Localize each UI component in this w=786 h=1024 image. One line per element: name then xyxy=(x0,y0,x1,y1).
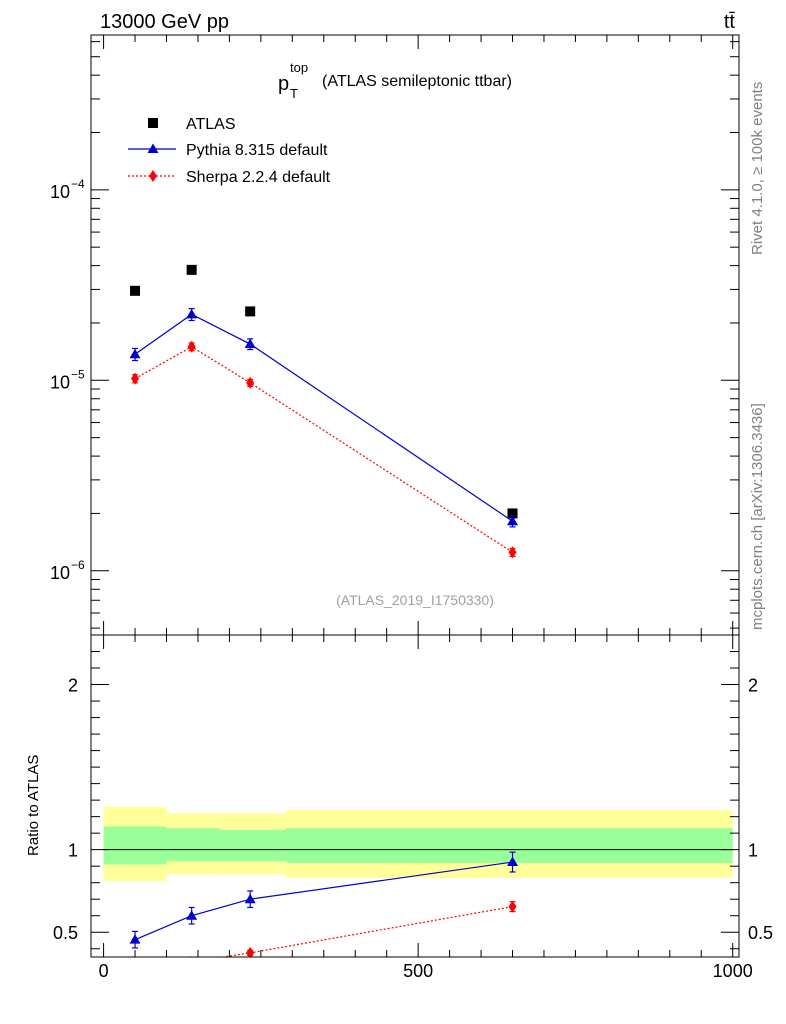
ratio-sherpa-point xyxy=(246,946,255,957)
ratio-xtick-label: 1000 xyxy=(713,961,753,981)
ratio-pythia-point xyxy=(129,934,141,944)
ratio-sherpa-line xyxy=(219,906,513,957)
legend-pythia-label: Pythia 8.315 default xyxy=(186,142,328,159)
ratio-green-band xyxy=(166,828,220,862)
ratio-xtick-label: 500 xyxy=(403,961,433,981)
ratio-ytick-label: 2 xyxy=(68,676,78,696)
main-atlas-point xyxy=(186,264,197,275)
legend-item-atlas: ATLAS xyxy=(148,116,236,133)
ratio-green-band xyxy=(103,826,167,865)
title-main: p xyxy=(278,73,289,95)
main-ytick-label-exp: −6 xyxy=(71,558,85,572)
main-ytick-label-exp: −4 xyxy=(71,177,85,191)
ratio-sherpa-point xyxy=(508,900,517,913)
main-pythia-line xyxy=(134,313,513,522)
legend-sherpa-label: Sherpa 2.2.4 default xyxy=(186,169,331,186)
legend-item-pythia: Pythia 8.315 default xyxy=(128,142,328,159)
ratio-sherpa-point xyxy=(190,955,193,957)
ratio-pythia-line xyxy=(134,861,513,941)
ratio-green-band xyxy=(219,829,287,862)
title-superscript: top xyxy=(290,60,308,75)
main-ytick-label-base: 10 xyxy=(50,563,70,583)
ratio-sherpa-point xyxy=(131,964,139,976)
main-atlas-point xyxy=(507,508,518,519)
main-pythia-point xyxy=(186,308,198,319)
ratio-pythia-point xyxy=(244,893,256,904)
ratio-pythia-point xyxy=(186,910,198,920)
main-sherpa-point xyxy=(187,340,196,353)
main-pythia-point xyxy=(507,515,519,526)
analysis-label: (ATLAS_2019_I1750330) xyxy=(336,592,494,608)
legend: ATLAS Pythia 8.315 default Sherpa 2.2.4 … xyxy=(128,116,331,186)
main-atlas-point xyxy=(245,306,256,317)
energy-label: 13000 GeV pp xyxy=(100,11,229,33)
ratio-ytick-label-right: 1 xyxy=(748,841,758,861)
main-pythia-point xyxy=(129,348,141,359)
legend-sherpa-marker xyxy=(149,170,157,182)
ratio-green-band xyxy=(286,828,733,863)
main-ytick-label-exp: −5 xyxy=(71,367,85,381)
svg-text:p: p xyxy=(278,73,289,95)
ratio-ytick-label-right: 0.5 xyxy=(748,923,773,943)
ratio-ytick-label: 0.5 xyxy=(53,923,78,943)
ratio-xtick-label: 0 xyxy=(99,961,109,981)
ratio-ytick-label: 1 xyxy=(68,841,78,861)
main-atlas-point xyxy=(130,285,141,296)
ratio-panel: 0.5 0.5 1 1 2 2 0 500 1000 Ratio to ATLAS xyxy=(25,634,773,981)
title-rest: (ATLAS semileptonic ttbar) xyxy=(322,73,512,90)
legend-atlas-marker xyxy=(148,118,158,128)
plot-title: p T top (ATLAS semileptonic ttbar) xyxy=(278,60,512,101)
main-pythia-point xyxy=(244,338,256,349)
main-panel: 10−610−510−4 p T top (ATLAS semileptonic… xyxy=(50,34,740,636)
main-sherpa-point xyxy=(246,376,255,389)
legend-atlas-label: ATLAS xyxy=(186,116,236,133)
main-sherpa-line xyxy=(134,346,513,553)
rivet-version-label: Rivet 4.1.0, ≥ 100k events xyxy=(749,82,766,255)
ratio-ylabel: Ratio to ATLAS xyxy=(25,755,42,856)
ratio-pythia-point xyxy=(507,856,519,867)
ratio-frame xyxy=(90,634,740,958)
main-sherpa-point xyxy=(508,546,517,559)
legend-item-sherpa: Sherpa 2.2.4 default xyxy=(128,169,331,186)
process-label: tt̄ xyxy=(724,11,736,33)
main-sherpa-point xyxy=(131,372,140,385)
mcplots-label: mcplots.cern.ch [arXiv:1306.3436] xyxy=(749,403,766,630)
legend-pythia-marker xyxy=(147,143,159,153)
main-ytick-label-base: 10 xyxy=(50,182,70,202)
main-ytick-label-base: 10 xyxy=(50,372,70,392)
title-subscript: T xyxy=(290,86,298,101)
ratio-ytick-label-right: 2 xyxy=(748,676,758,696)
